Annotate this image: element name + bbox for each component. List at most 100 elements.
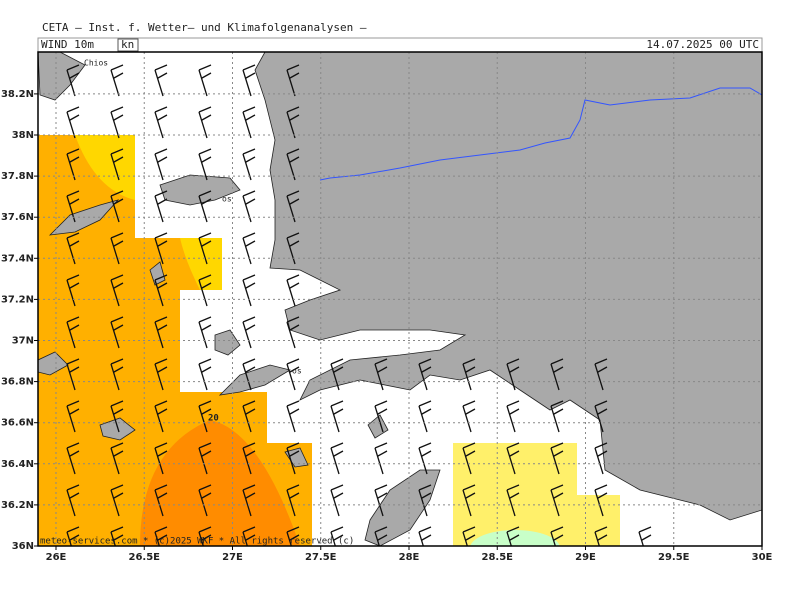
lat-label: 36.8N xyxy=(1,377,34,388)
wind-barb xyxy=(198,400,212,433)
wind-barb xyxy=(198,190,212,223)
wind-barb xyxy=(374,484,388,517)
wind-barb xyxy=(286,358,300,391)
wind-shade-yellow xyxy=(75,135,135,200)
wind-barb xyxy=(462,400,476,433)
wind-barbs xyxy=(66,64,652,546)
wind-barb xyxy=(374,526,388,546)
wind-barb xyxy=(242,400,256,433)
lat-label: 38.2N xyxy=(1,89,34,100)
lon-label: 26.5E xyxy=(128,552,160,563)
field-label: WIND 10m xyxy=(41,38,94,51)
wind-barb xyxy=(66,526,80,546)
wind-barb xyxy=(110,232,124,265)
wind-barb xyxy=(550,400,564,433)
island xyxy=(214,329,241,356)
lat-label: 36.2N xyxy=(1,500,34,511)
wind-barb xyxy=(506,526,520,546)
wind-barb xyxy=(110,526,124,546)
wind-barb xyxy=(330,526,344,546)
wind-barb xyxy=(242,442,256,475)
wind-barb xyxy=(374,358,388,391)
contour-label: 20 xyxy=(208,414,219,424)
wind-barb xyxy=(66,316,80,349)
wind-barb xyxy=(506,484,520,517)
wind-barb xyxy=(198,148,212,181)
wind-shade-dark-orange xyxy=(140,420,300,546)
lat-label: 36N xyxy=(12,541,34,552)
wind-barb xyxy=(110,148,124,181)
wind-barb xyxy=(66,274,80,307)
wind-barb xyxy=(66,484,80,517)
wind-barb xyxy=(198,358,212,391)
wind-barb xyxy=(66,106,80,139)
wind-barb xyxy=(506,442,520,475)
wind-barb xyxy=(374,400,388,433)
wind-barb xyxy=(66,232,80,265)
wind-barb xyxy=(242,316,256,349)
wind-barb xyxy=(198,106,212,139)
wind-barb xyxy=(198,484,212,517)
wind-barb xyxy=(154,64,168,97)
wind-barb xyxy=(286,232,300,265)
wind-barb xyxy=(154,106,168,139)
wind-barb xyxy=(154,526,168,546)
grid xyxy=(38,52,762,546)
axes: 36N 36.2N 36.4N 36.6N 36.8N 37N 37.2N 37.4N 37.6… xyxy=(1,89,773,563)
wind-barb xyxy=(110,442,124,475)
island xyxy=(38,52,86,101)
wind-barb xyxy=(110,316,124,349)
river xyxy=(319,87,762,181)
place-label: os xyxy=(292,367,302,376)
wind-barb xyxy=(242,484,256,517)
unit-box xyxy=(117,38,139,52)
wind-barb xyxy=(550,442,564,475)
wind-barb xyxy=(286,442,300,475)
wind-barb xyxy=(330,400,344,433)
wind-barb xyxy=(198,316,212,349)
wind-barb xyxy=(418,400,432,433)
valid-time: 14.07.2025 00 UTC xyxy=(646,38,759,51)
lat-label: 37N xyxy=(12,336,34,347)
wind-barb xyxy=(110,190,124,223)
lon-label: 28E xyxy=(399,552,420,563)
lon-label: 29.5E xyxy=(658,552,690,563)
wind-barb xyxy=(286,64,300,97)
island xyxy=(38,351,69,376)
wind-barb xyxy=(154,358,168,391)
island xyxy=(218,364,292,396)
wind-barb xyxy=(330,442,344,475)
wind-barb xyxy=(506,400,520,433)
wind-barb xyxy=(462,526,476,546)
island xyxy=(159,174,241,206)
lat-label: 37.6N xyxy=(1,212,34,223)
lon-label: 28.5E xyxy=(481,552,513,563)
wind-barb xyxy=(330,484,344,517)
wind-barb xyxy=(374,442,388,475)
wind-barb xyxy=(66,358,80,391)
wind-barb xyxy=(154,400,168,433)
wind-barb xyxy=(242,106,256,139)
wind-barb xyxy=(198,64,212,97)
wind-barb xyxy=(110,106,124,139)
lat-label: 37.4N xyxy=(1,253,34,264)
wind-barb xyxy=(242,526,256,546)
wind-barb xyxy=(110,64,124,97)
wind-barb xyxy=(154,484,168,517)
lat-label: 36.4N xyxy=(1,459,34,470)
wind-barb xyxy=(154,148,168,181)
wind-barb xyxy=(154,274,168,307)
wind-barb xyxy=(242,64,256,97)
wind-barb xyxy=(638,526,652,546)
place-label: os xyxy=(222,195,232,204)
wind-barb xyxy=(418,358,432,391)
wind-barb xyxy=(594,526,608,546)
wind-barb xyxy=(154,232,168,265)
lon-label: 29E xyxy=(575,552,596,563)
wind-barb xyxy=(66,442,80,475)
wind-barb xyxy=(154,316,168,349)
wind-barb xyxy=(286,106,300,139)
wind-barb xyxy=(550,526,564,546)
lat-label: 37.2N xyxy=(1,294,34,305)
